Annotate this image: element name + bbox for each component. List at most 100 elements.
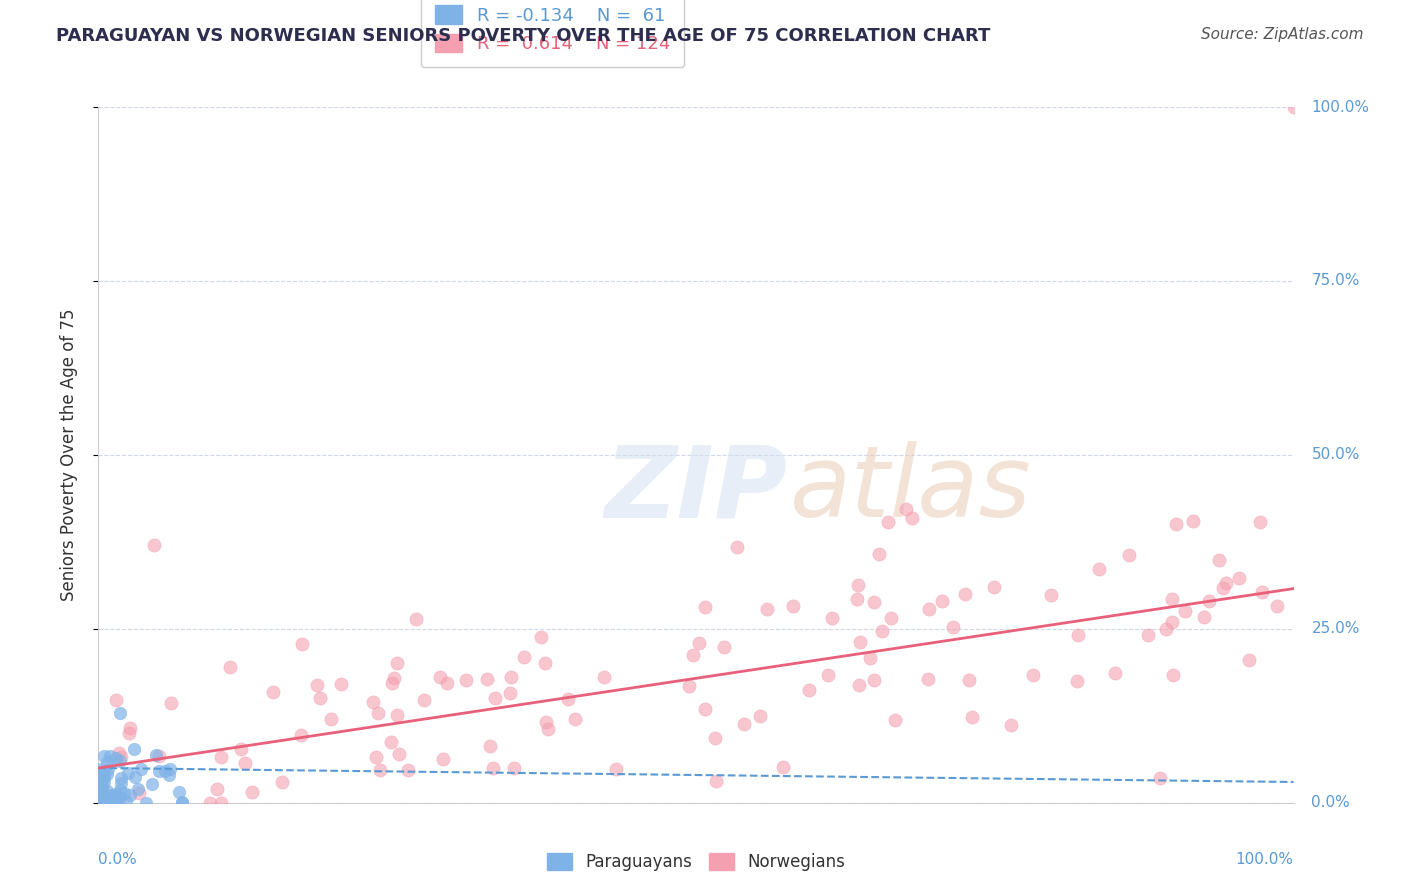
Point bbox=[309, 691, 332, 706]
Point bbox=[305, 678, 328, 692]
Point bbox=[799, 682, 821, 697]
Point bbox=[91, 789, 114, 803]
Point bbox=[1118, 548, 1140, 562]
Point bbox=[124, 770, 146, 784]
Point bbox=[983, 580, 1005, 594]
Point bbox=[89, 779, 111, 793]
Point bbox=[733, 717, 755, 731]
Point bbox=[104, 791, 127, 805]
Point bbox=[405, 612, 427, 626]
Point bbox=[167, 785, 190, 799]
Point bbox=[725, 540, 748, 554]
Point bbox=[110, 776, 132, 790]
Point bbox=[89, 780, 111, 795]
Point bbox=[1174, 604, 1197, 618]
Point bbox=[1198, 593, 1220, 607]
Point bbox=[364, 749, 387, 764]
Point bbox=[848, 578, 870, 592]
Point bbox=[436, 676, 458, 690]
Point bbox=[198, 796, 221, 810]
Point bbox=[110, 706, 132, 721]
Point bbox=[155, 764, 177, 778]
Point bbox=[1149, 771, 1171, 785]
Point bbox=[960, 710, 983, 724]
Point bbox=[98, 749, 121, 764]
Point bbox=[693, 702, 716, 716]
Point bbox=[96, 795, 118, 809]
Point bbox=[101, 788, 124, 802]
Point bbox=[1194, 609, 1216, 624]
Point bbox=[91, 765, 114, 780]
Point bbox=[564, 712, 586, 726]
Point bbox=[756, 602, 779, 616]
Point bbox=[870, 624, 893, 638]
Point bbox=[501, 670, 523, 684]
Point bbox=[1215, 576, 1237, 591]
Point bbox=[89, 793, 111, 807]
Point bbox=[859, 651, 882, 665]
Text: 100.0%: 100.0% bbox=[1236, 852, 1294, 866]
Point bbox=[1000, 718, 1022, 732]
Point bbox=[98, 789, 121, 804]
Legend: Paraguayans, Norwegians: Paraguayans, Norwegians bbox=[540, 847, 852, 878]
Point bbox=[1161, 615, 1184, 630]
Point bbox=[1104, 666, 1126, 681]
Point bbox=[233, 756, 256, 771]
Point bbox=[97, 762, 120, 776]
Point bbox=[534, 715, 557, 730]
Point bbox=[380, 675, 402, 690]
Point bbox=[98, 789, 121, 803]
Text: PARAGUAYAN VS NORWEGIAN SENIORS POVERTY OVER THE AGE OF 75 CORRELATION CHART: PARAGUAYAN VS NORWEGIAN SENIORS POVERTY … bbox=[56, 27, 991, 45]
Text: 0.0%: 0.0% bbox=[1312, 796, 1350, 810]
Point bbox=[817, 668, 839, 682]
Point bbox=[90, 774, 112, 789]
Point bbox=[848, 678, 870, 692]
Point bbox=[127, 781, 149, 796]
Point bbox=[291, 637, 314, 651]
Point bbox=[205, 781, 228, 796]
Point bbox=[108, 754, 131, 768]
Point bbox=[148, 748, 170, 763]
Point bbox=[557, 691, 579, 706]
Point bbox=[91, 793, 114, 807]
Point bbox=[846, 591, 869, 606]
Point bbox=[1212, 581, 1234, 595]
Point bbox=[117, 766, 139, 780]
Point bbox=[101, 796, 124, 810]
Point bbox=[478, 739, 501, 753]
Point bbox=[112, 786, 135, 800]
Point bbox=[385, 708, 408, 723]
Point bbox=[862, 673, 884, 687]
Point bbox=[537, 722, 560, 736]
Point bbox=[1249, 516, 1271, 530]
Point bbox=[1181, 514, 1204, 528]
Point bbox=[1067, 628, 1090, 642]
Point bbox=[93, 749, 115, 764]
Point bbox=[1208, 552, 1230, 566]
Point bbox=[931, 594, 953, 608]
Text: 0.0%: 0.0% bbox=[98, 852, 138, 866]
Point bbox=[918, 601, 941, 615]
Point bbox=[1250, 585, 1272, 599]
Point bbox=[388, 747, 411, 762]
Point bbox=[382, 671, 405, 685]
Point bbox=[141, 777, 163, 791]
Point bbox=[820, 611, 842, 625]
Point bbox=[396, 764, 419, 778]
Point bbox=[534, 657, 557, 671]
Point bbox=[1066, 673, 1088, 688]
Point bbox=[143, 538, 166, 552]
Point bbox=[863, 594, 886, 608]
Point bbox=[456, 673, 478, 688]
Point bbox=[849, 635, 872, 649]
Point bbox=[93, 771, 115, 785]
Point bbox=[1163, 667, 1185, 681]
Point bbox=[96, 795, 118, 809]
Point bbox=[1265, 599, 1288, 613]
Point bbox=[484, 690, 506, 705]
Point bbox=[877, 515, 900, 529]
Point bbox=[219, 659, 242, 673]
Point bbox=[529, 630, 551, 644]
Text: 50.0%: 50.0% bbox=[1312, 448, 1360, 462]
Point bbox=[96, 755, 118, 769]
